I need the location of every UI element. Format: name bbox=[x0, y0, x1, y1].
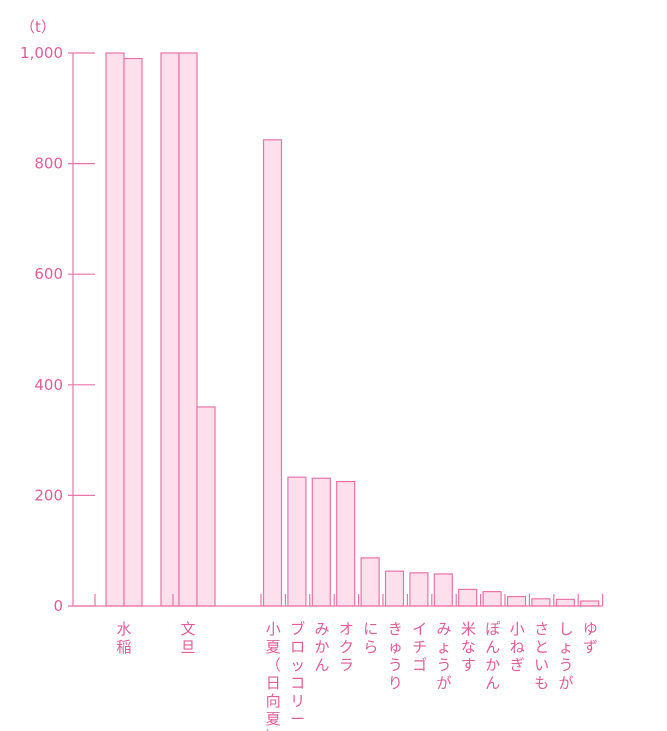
bar bbox=[287, 476, 307, 607]
category-label: きゅうり bbox=[388, 620, 403, 692]
bar bbox=[311, 477, 331, 607]
unit-label: （t） bbox=[20, 18, 56, 36]
category-label: みかん bbox=[314, 620, 329, 674]
category-label: にら bbox=[363, 620, 378, 656]
y-tick-label: 600 bbox=[34, 265, 63, 283]
category-label: 文旦 bbox=[180, 620, 195, 656]
category-label: しょうが bbox=[558, 620, 573, 692]
y-tick-label: 0 bbox=[53, 597, 63, 615]
bar bbox=[196, 406, 216, 607]
bar bbox=[360, 557, 380, 607]
category-label: みょうが bbox=[436, 620, 451, 692]
bar bbox=[409, 572, 429, 607]
category-label: 米なす bbox=[461, 620, 476, 674]
category-label: 水稲 bbox=[116, 620, 131, 656]
bar bbox=[123, 57, 143, 607]
bars bbox=[105, 52, 600, 607]
bar bbox=[336, 480, 356, 607]
y-tick-label: 800 bbox=[34, 155, 63, 173]
y-tick-label: 400 bbox=[34, 376, 63, 394]
category-labels: 水稲 文旦 小夏（日向夏） ブロッコリーみかんオクラにらきゅうりイチゴみょうが米なすぽ… bbox=[116, 620, 597, 731]
category-label: 小夏（日向夏） bbox=[266, 620, 281, 731]
bar bbox=[105, 52, 125, 607]
category-label: オクラ bbox=[339, 620, 354, 674]
bar bbox=[458, 588, 478, 607]
bar bbox=[262, 139, 283, 607]
bar bbox=[433, 573, 453, 607]
x-axis bbox=[73, 594, 604, 607]
category-label: 小ねぎ bbox=[510, 620, 525, 674]
y-axis: 0 200 400 600 800 1,000 bbox=[20, 44, 95, 615]
category-label: ブロッコリー bbox=[290, 620, 305, 728]
bar bbox=[482, 591, 502, 607]
y-tick-label: 200 bbox=[34, 486, 63, 504]
category-label: イチゴ bbox=[412, 620, 427, 674]
bar bbox=[531, 598, 551, 607]
category-label: ゆず bbox=[583, 620, 598, 656]
bar bbox=[506, 595, 527, 607]
bar bbox=[160, 52, 180, 607]
category-label: ぽんかん bbox=[485, 620, 500, 692]
bar bbox=[178, 52, 198, 607]
bar bbox=[580, 600, 600, 607]
bar bbox=[384, 570, 405, 607]
bar bbox=[555, 598, 575, 607]
y-tick-label: 1,000 bbox=[20, 44, 63, 62]
category-label: さといも bbox=[534, 620, 549, 692]
